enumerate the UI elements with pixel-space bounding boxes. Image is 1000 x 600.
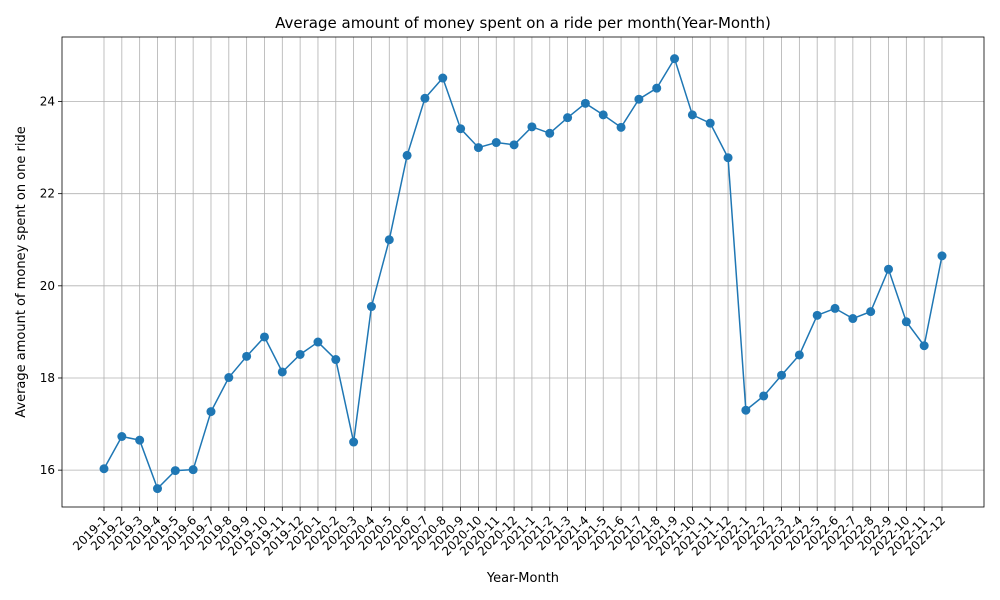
data-point	[277, 367, 287, 377]
data-point	[901, 317, 911, 327]
plot-frame	[61, 36, 985, 508]
data-point	[527, 122, 537, 132]
data-point	[456, 124, 466, 134]
data-point	[777, 370, 787, 380]
data-point	[598, 110, 608, 120]
series-line	[103, 56, 943, 490]
data-point	[812, 310, 822, 320]
data-point	[402, 150, 412, 160]
data-point	[473, 143, 483, 153]
data-point	[937, 251, 947, 261]
data-point	[670, 54, 680, 64]
data-point	[135, 435, 145, 445]
data-point	[349, 437, 359, 447]
y-tick-label: 24	[40, 95, 55, 109]
y-tick-label: 22	[40, 187, 55, 201]
chart-title: Average amount of money spent on a ride …	[275, 14, 771, 32]
data-point	[420, 93, 430, 103]
data-point	[259, 332, 269, 342]
data-point	[313, 337, 323, 347]
data-point	[117, 432, 127, 441]
data-point	[99, 464, 109, 474]
data-point	[741, 405, 751, 415]
data-point	[759, 391, 769, 401]
y-tick-label: 18	[40, 371, 55, 385]
data-point	[384, 235, 394, 245]
data-point	[224, 373, 234, 383]
data-point	[331, 355, 341, 365]
data-point	[509, 140, 519, 150]
data-point	[491, 138, 501, 148]
data-point	[295, 349, 305, 359]
data-point	[438, 73, 448, 83]
data-point	[848, 314, 858, 324]
y-axis-label: Average amount of money spent on one rid…	[14, 126, 29, 418]
data-point	[794, 350, 804, 360]
data-point	[723, 153, 733, 163]
y-tick-label: 16	[40, 463, 55, 477]
data-point	[545, 128, 555, 138]
data-point	[919, 341, 929, 351]
y-tick-label: 20	[40, 279, 55, 293]
data-point	[580, 98, 590, 108]
data-point	[188, 465, 198, 475]
data-point	[152, 484, 162, 494]
data-point	[242, 351, 252, 361]
data-point	[634, 94, 644, 104]
data-point	[563, 113, 573, 123]
y-axis-ticks: 16 18 20 22 24	[40, 95, 62, 477]
data-point	[170, 466, 180, 476]
data-point	[687, 110, 697, 120]
data-point	[866, 307, 876, 317]
data-point	[652, 83, 662, 93]
data-point	[206, 407, 216, 417]
data-point	[830, 303, 840, 313]
data-point	[366, 302, 376, 312]
data-point	[705, 118, 715, 128]
x-axis-label: Year-Month	[486, 571, 559, 586]
series-average-spend	[99, 54, 947, 494]
data-point	[616, 122, 626, 132]
data-point	[884, 264, 894, 274]
grid	[62, 37, 984, 507]
